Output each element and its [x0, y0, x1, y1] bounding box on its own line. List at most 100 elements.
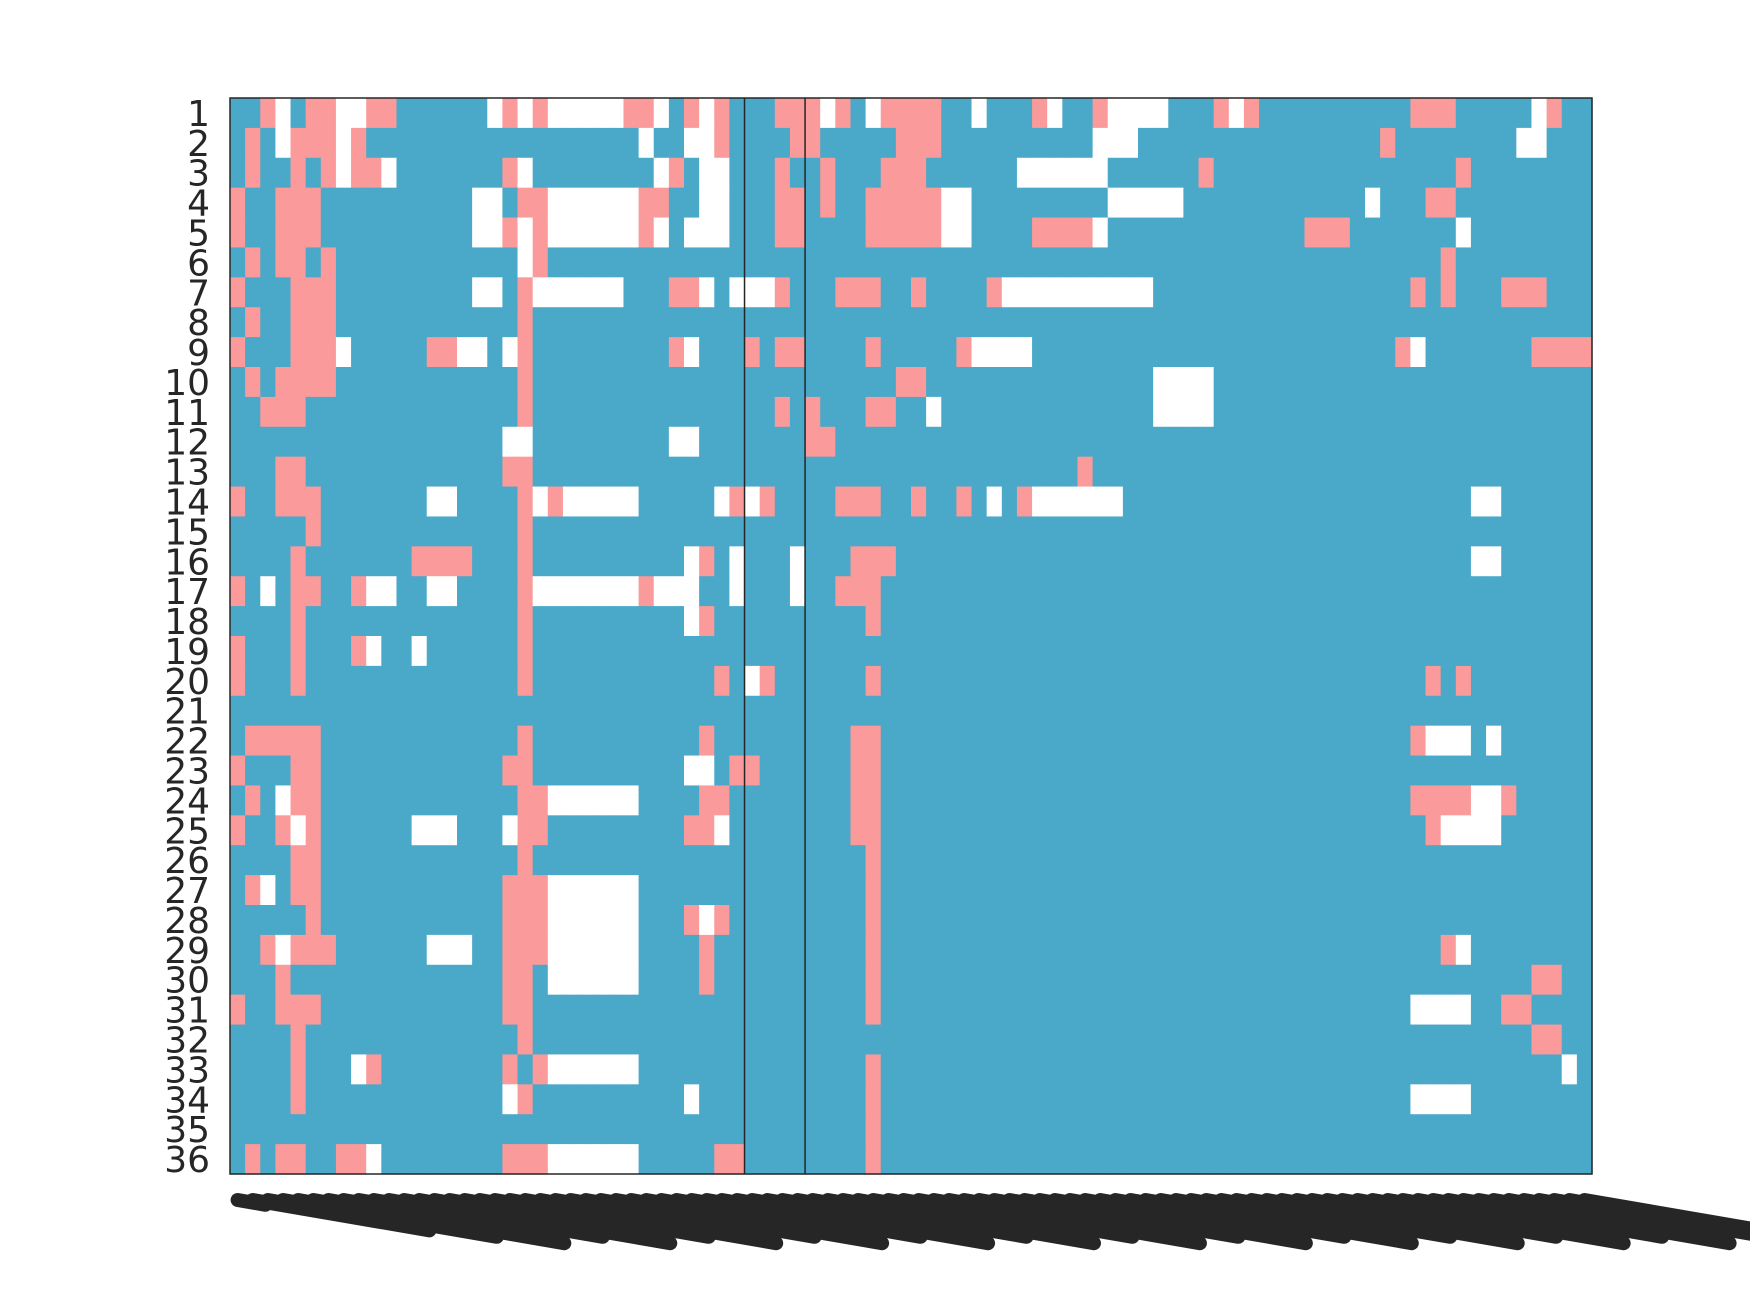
heatmap-cell: [1153, 426, 1169, 458]
heatmap-cell: [441, 964, 458, 996]
heatmap-cell: [1092, 247, 1109, 278]
heatmap-cell: [532, 1084, 549, 1115]
heatmap-cell: [789, 157, 806, 189]
heatmap-cell: [1349, 98, 1366, 129]
heatmap-cell: [1092, 875, 1109, 906]
heatmap-cell: [381, 755, 398, 787]
heatmap-cell: [487, 606, 503, 637]
heatmap-cell: [457, 337, 473, 368]
heatmap-cell: [1183, 367, 1200, 398]
heatmap-cell: [729, 934, 746, 966]
heatmap-cell: [1122, 665, 1139, 697]
heatmap-cell: [426, 98, 443, 129]
heatmap-cell: [789, 606, 806, 637]
heatmap-cell: [1455, 546, 1472, 577]
heatmap-cell: [759, 725, 776, 757]
heatmap-cell: [305, 337, 322, 368]
heatmap-cell: [562, 845, 579, 876]
heatmap-cell: [305, 367, 322, 398]
heatmap-cell: [638, 606, 655, 637]
heatmap-cell: [502, 576, 519, 607]
heatmap-cell: [1274, 875, 1290, 906]
heatmap-cell: [926, 307, 942, 338]
heatmap-cell: [1016, 845, 1033, 876]
heatmap-cell: [1062, 994, 1079, 1026]
heatmap-cell: [1395, 725, 1411, 757]
heatmap-cell: [850, 755, 867, 787]
heatmap-cell: [1334, 247, 1351, 278]
heatmap-cell: [1077, 1054, 1094, 1085]
heatmap-cell: [699, 636, 715, 667]
heatmap-cell: [911, 396, 927, 428]
heatmap-cell: [1516, 606, 1533, 637]
heatmap-cell: [1213, 456, 1230, 488]
heatmap-cell: [1062, 1144, 1079, 1175]
heatmap-cell: [1486, 815, 1502, 846]
heatmap-cell: [1425, 905, 1442, 936]
heatmap-cell: [1531, 785, 1548, 816]
heatmap-cell: [1259, 516, 1275, 547]
heatmap-cell: [1501, 845, 1517, 876]
heatmap-cell: [517, 157, 534, 189]
heatmap-cell: [1274, 725, 1290, 757]
heatmap-cell: [744, 636, 761, 667]
heatmap-cell: [911, 337, 927, 368]
heatmap-cell: [759, 1084, 776, 1115]
heatmap-cell: [457, 845, 473, 876]
heatmap-cell: [260, 905, 276, 936]
heatmap-cell: [653, 1144, 670, 1175]
heatmap-cell: [351, 1114, 367, 1145]
heatmap-cell: [638, 934, 655, 966]
heatmap-cell: [562, 247, 579, 278]
heatmap-cell: [245, 1024, 261, 1056]
heatmap-cell: [1243, 307, 1260, 338]
heatmap-cell: [1516, 456, 1533, 488]
heatmap-cell: [1304, 815, 1321, 846]
heatmap-cell: [1486, 247, 1502, 278]
heatmap-cell: [714, 1054, 730, 1085]
heatmap-cell: [820, 875, 836, 906]
heatmap-cell: [956, 396, 973, 428]
heatmap-cell: [774, 456, 791, 488]
heatmap-cell: [1395, 875, 1411, 906]
heatmap-cell: [668, 1024, 685, 1056]
heatmap-cell: [320, 426, 337, 458]
heatmap-cell: [1274, 396, 1290, 428]
heatmap-cell: [593, 187, 609, 219]
heatmap-cell: [1062, 247, 1079, 278]
heatmap-cell: [895, 367, 912, 398]
heatmap-cell: [820, 636, 836, 667]
heatmap-cell: [1228, 845, 1245, 876]
heatmap-cell: [335, 845, 352, 876]
heatmap-cell: [926, 396, 942, 428]
heatmap-cell: [1349, 755, 1366, 787]
heatmap-cell: [971, 1054, 988, 1085]
heatmap-cell: [547, 576, 564, 607]
heatmap-cell: [1334, 576, 1351, 607]
heatmap-cell: [1334, 695, 1351, 727]
heatmap-cell: [729, 396, 746, 428]
heatmap-cell: [1304, 367, 1321, 398]
heatmap-cell: [1032, 665, 1048, 697]
heatmap-cell: [759, 277, 776, 308]
heatmap-cell: [850, 486, 867, 518]
heatmap-cell: [1289, 426, 1306, 458]
heatmap-cell: [562, 1114, 579, 1145]
heatmap-cell: [1001, 187, 1018, 219]
heatmap-cell: [1289, 1114, 1306, 1145]
heatmap-cell: [1077, 546, 1094, 577]
heatmap-cell: [850, 1114, 867, 1145]
heatmap-cell: [1561, 665, 1578, 697]
heatmap-cell: [714, 785, 730, 816]
heatmap-cell: [1561, 217, 1578, 249]
heatmap-cell: [245, 98, 261, 129]
heatmap-cell: [562, 1144, 579, 1175]
heatmap-cell: [562, 98, 579, 129]
heatmap-cell: [366, 1144, 382, 1175]
heatmap-cell: [1138, 217, 1154, 249]
heatmap-cell: [1516, 636, 1533, 667]
heatmap-cell: [578, 127, 594, 159]
heatmap-cell: [1107, 576, 1124, 607]
heatmap-cell: [820, 546, 836, 577]
heatmap-cell: [502, 665, 519, 697]
